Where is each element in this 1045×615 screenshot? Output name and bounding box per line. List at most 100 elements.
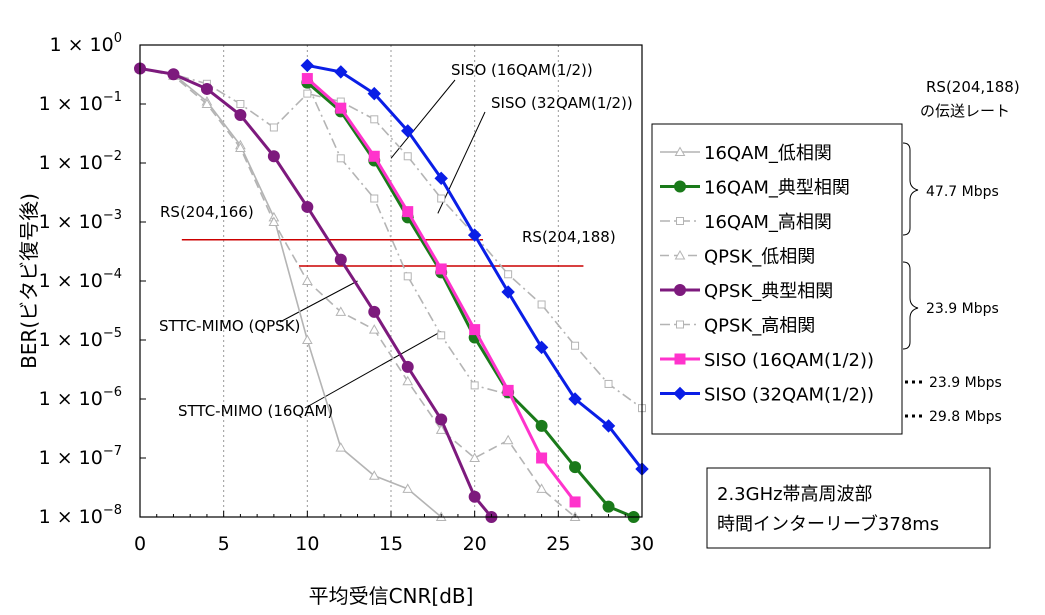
legend-label-7: SISO (32QAM(1/2)) <box>704 385 874 406</box>
info-box <box>706 467 991 549</box>
annotation-siso-32qam: SISO (32QAM(1/2)) <box>491 94 633 112</box>
series-point <box>300 58 315 73</box>
series-point <box>502 384 514 396</box>
y-tick-label: 1 × 10−4 <box>39 267 122 292</box>
series-line <box>139 67 576 518</box>
series-point <box>571 341 580 350</box>
series-point <box>335 306 347 316</box>
series-point <box>268 216 280 226</box>
series-point <box>469 452 481 462</box>
series-point <box>602 500 615 513</box>
x-tick-label: 5 <box>218 533 230 555</box>
series-point <box>535 419 548 432</box>
axis-ticks: 0 5 10 15 20 25 30 1 × 100 1 × 10−1 1 × 10−2 1 × 1… <box>39 31 655 555</box>
annotation-leader-1 <box>437 111 486 214</box>
brace-16qam <box>902 142 919 236</box>
series-line <box>139 67 442 518</box>
series-point <box>402 206 414 218</box>
series-point <box>403 272 412 281</box>
series-point <box>437 194 446 203</box>
series-point <box>367 86 381 101</box>
brace-qpsk <box>902 261 919 350</box>
series-point <box>301 334 313 344</box>
y-axis-label: BER(ビタビ復号後) <box>17 193 41 369</box>
legend-marker-3 <box>674 249 686 260</box>
series-point <box>435 413 448 426</box>
series-point <box>604 379 613 388</box>
refline-label-188: RS(204,188) <box>522 228 616 246</box>
legend-label-2: 16QAM_高相関 <box>704 212 832 233</box>
series-point <box>167 68 180 81</box>
series-point <box>569 496 581 508</box>
x-axis-label: 平均受信CNR[dB] <box>309 584 474 608</box>
series-point <box>467 228 482 242</box>
series-lines <box>134 58 649 523</box>
legend-label-5: QPSK_高相関 <box>704 316 815 337</box>
rate-header-line2: の伝送レート <box>920 102 1010 120</box>
legend-marker-7 <box>673 386 687 401</box>
series-point <box>201 98 213 108</box>
series-point <box>501 285 515 299</box>
y-tick-label: 1 × 10−7 <box>39 444 122 469</box>
annotation-leader-0 <box>390 79 456 159</box>
series-point <box>437 331 446 340</box>
y-tick-label: 1 × 10−5 <box>39 326 122 351</box>
series-point <box>470 381 479 390</box>
series-point <box>370 194 379 203</box>
series-point <box>234 109 247 122</box>
series-point <box>537 300 546 309</box>
legend: 16QAM_低相関 16QAM_典型相関 16QAM_高相関 QPSK_低相関 QPSK… <box>660 143 874 406</box>
series-point <box>569 461 582 474</box>
legend-marker-0 <box>674 146 686 156</box>
y-tick-label: 1 × 10−3 <box>39 208 122 233</box>
series-point <box>301 200 314 213</box>
y-tick-label: 1 × 100 <box>49 31 122 56</box>
series-point <box>435 263 447 275</box>
series-point <box>536 452 548 464</box>
annotation-sttc-16qam: STTC-MIMO (16QAM) <box>178 402 333 420</box>
legend-marker-1 <box>674 180 686 193</box>
series-point <box>434 171 448 186</box>
series-point <box>402 375 414 386</box>
series-point <box>568 392 582 406</box>
x-tick-label: 25 <box>546 533 570 555</box>
series-point <box>601 419 616 433</box>
rate-header-line1: RS(204,188) <box>926 78 1020 96</box>
series-point <box>368 305 381 318</box>
series-point <box>468 490 481 503</box>
series-point <box>335 102 347 114</box>
legend-marker-4 <box>674 284 686 296</box>
refline-label-166: RS(204,166) <box>160 203 254 221</box>
rate-siso32: 29.8 Mbps <box>929 409 1002 425</box>
series-point <box>336 154 345 163</box>
legend-box <box>651 123 903 435</box>
series-point <box>401 360 414 373</box>
legend-label-0: 16QAM_低相関 <box>704 143 832 164</box>
y-tick-label: 1 × 10−2 <box>39 149 122 174</box>
series-point <box>368 470 380 480</box>
series-point <box>236 100 245 108</box>
rate-qpsk: 23.9 Mbps <box>926 301 999 317</box>
series-point <box>200 82 213 95</box>
series-point <box>235 142 246 152</box>
info-line-2: 時間インターリーブ378ms <box>717 513 939 535</box>
series-point <box>469 324 481 336</box>
series-point <box>301 275 313 285</box>
series-point <box>269 123 278 132</box>
x-tick-label: 10 <box>295 533 319 555</box>
y-tick-label: 1 × 10−6 <box>39 385 122 410</box>
legend-marker-2 <box>676 217 684 225</box>
y-tick-label: 1 × 10−1 <box>39 90 122 115</box>
rate-siso16: 23.9 Mbps <box>929 375 1002 391</box>
series-point <box>301 73 313 85</box>
x-tick-label: 30 <box>630 533 654 555</box>
series-point <box>402 483 414 493</box>
series-point <box>334 253 347 266</box>
series-point <box>536 483 547 493</box>
series-point <box>435 424 447 434</box>
x-tick-label: 20 <box>463 533 487 555</box>
series-point <box>403 152 412 161</box>
series-6 <box>301 73 581 508</box>
x-tick-label: 0 <box>134 533 146 555</box>
